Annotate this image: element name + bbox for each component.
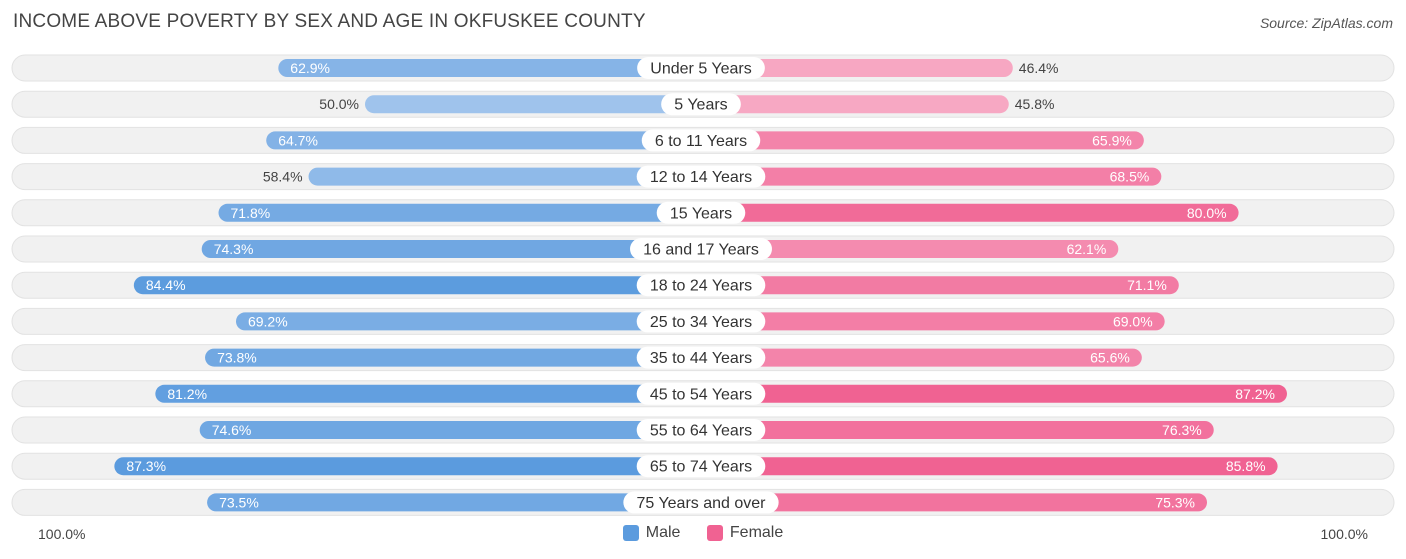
male-bar bbox=[205, 348, 701, 367]
female-bar bbox=[701, 457, 1278, 476]
male-bar bbox=[235, 312, 701, 331]
category-pill bbox=[636, 382, 766, 405]
male-bar bbox=[218, 203, 701, 222]
category-pill bbox=[641, 129, 761, 152]
male-bar bbox=[365, 95, 701, 114]
female-bar bbox=[701, 384, 1287, 403]
legend-label-male: Male bbox=[645, 524, 681, 541]
male-bar bbox=[266, 131, 701, 150]
female-bar bbox=[701, 421, 1214, 439]
male-value-label: 62.9% bbox=[290, 60, 330, 76]
category-label: 45 to 54 Years bbox=[650, 386, 752, 403]
category-pill bbox=[623, 491, 779, 514]
legend-item-female: Female bbox=[706, 524, 784, 542]
male-bar bbox=[133, 276, 701, 295]
male-value-label: 69.2% bbox=[248, 313, 288, 329]
category-pill bbox=[636, 274, 766, 297]
male-value-label: 73.8% bbox=[217, 350, 257, 366]
source-label: Source: ZipAtlas.com bbox=[1259, 15, 1393, 31]
legend-swatch-female bbox=[706, 525, 723, 541]
male-bar bbox=[207, 493, 701, 512]
category-label: Under 5 Years bbox=[650, 61, 751, 78]
category-pill bbox=[636, 419, 766, 441]
category-label: 25 to 34 Years bbox=[650, 314, 752, 331]
female-value-label: 76.3% bbox=[1162, 422, 1202, 438]
male-value-label: 74.3% bbox=[214, 241, 254, 257]
female-bar bbox=[701, 95, 1009, 114]
category-pill bbox=[636, 455, 766, 478]
chart-title: INCOME ABOVE POVERTY BY SEX AND AGE IN O… bbox=[13, 11, 646, 32]
category-pill bbox=[661, 93, 741, 116]
category-label: 35 to 44 Years bbox=[650, 350, 752, 367]
category-label: 18 to 24 Years bbox=[650, 278, 752, 295]
category-label: 16 and 17 Years bbox=[643, 242, 759, 259]
male-bar bbox=[114, 457, 702, 476]
chart-area: 62.9% 46.4% Under 5 Years 50.0% 45.8% 5 Years… bbox=[11, 54, 1395, 516]
female-bar bbox=[701, 312, 1165, 331]
legend-label-female: Female bbox=[729, 524, 784, 541]
female-bar bbox=[701, 348, 1142, 367]
male-value-label: 58.4% bbox=[263, 169, 303, 185]
category-label: 55 to 64 Years bbox=[650, 423, 752, 440]
female-value-label: 65.9% bbox=[1092, 132, 1132, 148]
female-value-label: 85.8% bbox=[1226, 458, 1266, 474]
female-bar bbox=[701, 240, 1119, 258]
male-value-label: 71.8% bbox=[231, 205, 271, 221]
category-label: 15 Years bbox=[670, 205, 732, 222]
category-pill bbox=[637, 57, 765, 79]
female-value-label: 46.4% bbox=[1019, 60, 1059, 76]
category-label: 12 to 14 Years bbox=[650, 169, 752, 186]
legend-swatch-male bbox=[622, 525, 639, 541]
male-bar bbox=[155, 384, 701, 403]
category-label: 75 Years and over bbox=[637, 495, 767, 512]
female-bar bbox=[701, 59, 1013, 77]
male-value-label: 50.0% bbox=[319, 96, 359, 112]
female-value-label: 68.5% bbox=[1110, 169, 1150, 185]
female-value-label: 69.0% bbox=[1113, 313, 1153, 329]
male-value-label: 84.4% bbox=[146, 277, 186, 293]
male-bar bbox=[199, 421, 702, 439]
category-label: 6 to 11 Years bbox=[655, 133, 747, 150]
category-pill bbox=[630, 238, 772, 260]
female-value-label: 62.1% bbox=[1067, 241, 1107, 257]
male-value-label: 81.2% bbox=[167, 386, 207, 402]
female-value-label: 45.8% bbox=[1015, 96, 1055, 112]
category-pill bbox=[656, 201, 746, 224]
category-pill bbox=[636, 165, 766, 188]
female-bar bbox=[701, 131, 1144, 150]
female-value-label: 65.6% bbox=[1090, 350, 1130, 366]
female-value-label: 71.1% bbox=[1127, 277, 1167, 293]
legend-item-male: Male bbox=[622, 524, 681, 542]
male-bar bbox=[278, 59, 701, 77]
female-value-label: 80.0% bbox=[1187, 205, 1227, 221]
male-value-label: 87.3% bbox=[126, 458, 166, 474]
category-label: 65 to 74 Years bbox=[650, 459, 752, 476]
male-bar bbox=[201, 240, 702, 258]
male-value-label: 73.5% bbox=[219, 494, 259, 510]
female-value-label: 75.3% bbox=[1155, 494, 1195, 510]
male-value-label: 64.7% bbox=[278, 132, 318, 148]
legend: Male Female bbox=[0, 524, 1406, 546]
axis-right-label: 100.0% bbox=[1320, 526, 1368, 542]
male-value-label: 74.6% bbox=[212, 422, 252, 438]
female-bar bbox=[701, 276, 1179, 295]
female-bar bbox=[701, 493, 1208, 512]
male-bar bbox=[308, 167, 701, 186]
category-pill bbox=[636, 310, 766, 333]
female-bar bbox=[701, 203, 1239, 222]
female-value-label: 87.2% bbox=[1235, 386, 1275, 402]
female-bar bbox=[701, 167, 1162, 186]
axis-left-label: 100.0% bbox=[38, 526, 86, 542]
category-label: 5 Years bbox=[674, 97, 727, 114]
category-pill bbox=[636, 346, 766, 369]
